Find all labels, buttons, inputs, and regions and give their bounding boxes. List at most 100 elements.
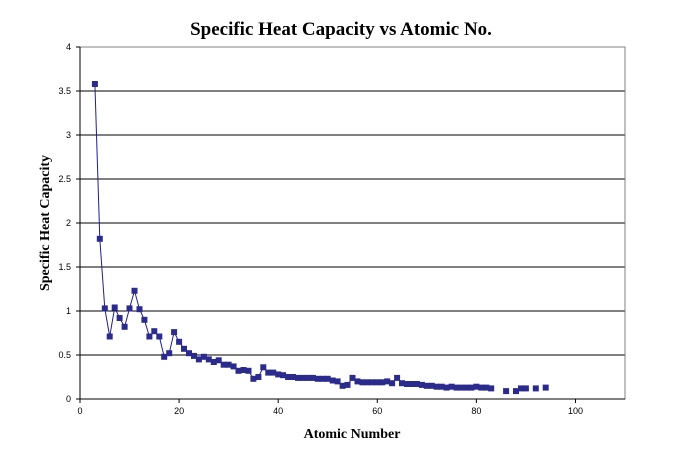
data-point <box>106 333 113 340</box>
chart-title: Specific Heat Capacity vs Atomic No. <box>190 19 492 40</box>
axes <box>76 46 625 403</box>
data-point <box>379 379 386 386</box>
data-point <box>354 378 361 385</box>
x-tick-label: 0 <box>77 406 82 416</box>
data-point <box>151 328 158 335</box>
data-point <box>522 385 529 392</box>
data-point <box>240 367 247 373</box>
data-point <box>205 356 212 363</box>
data-point <box>300 374 306 381</box>
data-point <box>394 374 401 381</box>
data-point <box>423 382 430 389</box>
series-line <box>94 83 492 389</box>
data-point <box>126 305 133 312</box>
data-point <box>413 381 420 387</box>
y-tick-label: 4 <box>66 42 71 52</box>
data-point <box>418 381 425 388</box>
data-point <box>101 305 108 312</box>
data-point <box>215 357 222 364</box>
x-tick-label: 40 <box>273 406 283 416</box>
data-point <box>453 384 460 391</box>
y-tick-label: 1 <box>66 306 71 316</box>
data-point <box>349 374 356 381</box>
data-point <box>344 381 351 388</box>
data-point <box>250 375 257 382</box>
data-point <box>404 381 410 387</box>
data-point <box>111 304 118 311</box>
series-0 <box>91 81 495 392</box>
data-point <box>448 383 455 390</box>
data-point <box>314 375 321 382</box>
data-point <box>309 374 316 381</box>
data-point <box>260 364 267 371</box>
data-point <box>324 375 331 382</box>
data-point <box>166 350 173 357</box>
data-point <box>433 383 440 390</box>
data-point <box>235 367 242 374</box>
data-point <box>136 306 143 313</box>
data-point <box>146 333 153 340</box>
data-point <box>463 384 470 391</box>
series-1 <box>503 384 549 395</box>
y-tick-label: 2 <box>66 218 71 228</box>
data-point <box>334 378 341 385</box>
data-point <box>458 384 465 391</box>
data-point <box>156 333 163 340</box>
data-point <box>542 384 549 391</box>
data-point <box>131 287 138 294</box>
data-point <box>389 380 396 387</box>
data-point <box>91 81 98 87</box>
data-point <box>473 383 480 390</box>
tick-labels: 00.511.522.533.540 20 40 60 80 100 <box>58 42 582 416</box>
data-point <box>161 353 168 360</box>
data-point <box>290 374 296 380</box>
data-point <box>374 379 381 386</box>
data-point <box>409 381 415 387</box>
data-point <box>329 377 336 384</box>
data-point <box>195 356 202 363</box>
data-point <box>96 235 103 242</box>
data-point <box>364 379 371 386</box>
data-point <box>384 378 391 385</box>
x-tick-label: 100 <box>568 406 583 416</box>
data-point <box>181 345 187 352</box>
y-tick-label: 0 <box>66 394 71 404</box>
data-point <box>532 385 539 392</box>
data-point <box>295 374 301 381</box>
data-point <box>443 384 450 391</box>
data-point <box>200 353 207 360</box>
data-point <box>265 369 272 376</box>
y-tick-label: 3.5 <box>58 86 71 96</box>
data-point <box>339 382 346 389</box>
data-point <box>141 316 148 323</box>
data-point <box>438 383 445 390</box>
data-point <box>369 379 376 386</box>
data-point <box>210 359 217 365</box>
data-point <box>171 329 178 336</box>
y-tick-label: 2.5 <box>58 174 71 184</box>
data-point <box>280 372 287 379</box>
y-axis-label: Specific Heat Capacity <box>38 155 53 291</box>
data-point <box>121 323 128 330</box>
data-point <box>255 374 262 380</box>
data-point <box>399 380 405 387</box>
data-point <box>225 361 232 368</box>
data-point <box>285 374 292 380</box>
data-point <box>191 352 197 359</box>
data-point <box>483 384 490 391</box>
data-point <box>245 367 252 374</box>
y-tick-label: 3 <box>66 130 71 140</box>
data-point <box>270 369 277 376</box>
data-point <box>186 350 192 357</box>
gridlines <box>80 46 625 356</box>
x-tick-label: 80 <box>471 406 481 416</box>
data-point <box>428 382 435 389</box>
data-point <box>275 371 282 378</box>
x-tick-label: 20 <box>174 406 184 416</box>
data-point <box>513 388 519 395</box>
data-point <box>220 361 227 368</box>
data-point <box>230 363 237 370</box>
y-tick-label: 1.5 <box>58 262 71 272</box>
data-point <box>503 388 510 395</box>
